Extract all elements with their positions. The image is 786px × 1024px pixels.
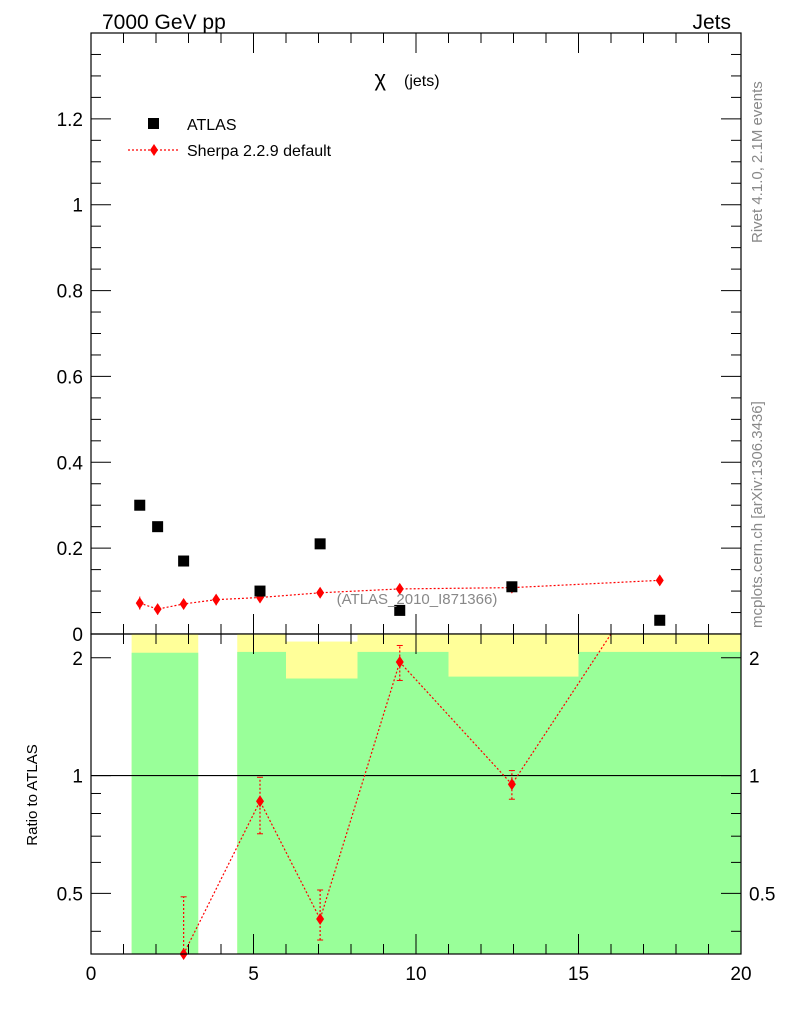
ratio-y-tick-label-left: 1	[72, 767, 83, 788]
ratio-plot-area	[91, 633, 741, 960]
mc-point	[135, 597, 144, 610]
mcplots-label: mcplots.cern.ch [arXiv:1306.3436]	[749, 401, 766, 628]
mc-point	[316, 586, 325, 599]
x-tick-label: 15	[568, 964, 589, 985]
y-tick-label: 0.2	[57, 539, 83, 560]
mc-point	[179, 597, 188, 610]
x-tick-label: 5	[248, 964, 259, 985]
ratio-ylabel: Ratio to ATLAS	[24, 744, 41, 845]
uncertainty-band-inner	[448, 676, 579, 954]
mc-point	[153, 603, 162, 616]
atlas-point	[134, 499, 146, 511]
ratio-panel: 0.5 0.5 1 1 2 2 0 5 10 15 20 Ratio to ATLAS	[24, 633, 775, 985]
atlas-point	[394, 604, 406, 616]
ratio-point	[256, 795, 264, 808]
x-tick-label: 0	[86, 964, 97, 985]
uncertainty-band-inner	[286, 678, 358, 954]
y-tick-label: 1	[72, 196, 83, 217]
ratio-point	[316, 913, 325, 926]
y-tick-label: 0	[72, 625, 83, 646]
mc-point	[212, 593, 221, 606]
atlas-point	[254, 585, 266, 597]
legend-mc-label: Sherpa 2.2.9 default	[187, 143, 332, 160]
ratio-y-tick-label-right: 0.5	[749, 884, 775, 905]
rivet-label: Rivet 4.1.0, 2.1M events	[749, 81, 766, 243]
y-tick-label: 0.8	[57, 282, 83, 303]
x-tick-label: 20	[730, 964, 751, 985]
ratio-y-tick-label-right: 1	[749, 767, 760, 788]
uncertainty-band-inner	[578, 651, 741, 954]
x-axis: 0 5 10 15 20	[86, 634, 752, 985]
legend-atlas-marker	[148, 118, 159, 129]
mc-point	[395, 582, 404, 595]
atlas-point	[506, 581, 518, 593]
y-tick-label: 1.2	[57, 110, 83, 131]
header-right: Jets	[692, 11, 731, 34]
ratio-point	[395, 656, 404, 669]
atlas-point	[152, 521, 164, 533]
ratio-point	[507, 778, 516, 791]
x-tick-label: 10	[405, 964, 426, 985]
y-tick-label: 0.6	[57, 367, 83, 388]
legend-atlas-label: ATLAS	[187, 117, 237, 134]
main-plot-area	[134, 499, 666, 626]
chart-title-symbol: χ	[374, 66, 386, 91]
ratio-mc-line	[183, 633, 612, 955]
main-panel: 0 0.2 0.4 0.6 0.8 1 1.2 χ (jets) (ATLAS_2010_I…	[57, 32, 742, 646]
chart-title-suffix: (jets)	[404, 73, 440, 90]
uncertainty-band-inner	[131, 652, 199, 954]
header-left: 7000 GeV pp	[102, 11, 226, 34]
atlas-point	[654, 614, 666, 626]
ratio-y-axis: 0.5 0.5 1 1 2 2	[57, 649, 775, 932]
legend: ATLAS Sherpa 2.2.9 default	[128, 117, 332, 160]
ratio-y-tick-label-left: 2	[72, 649, 83, 670]
ratio-y-tick-label-right: 2	[749, 649, 760, 670]
atlas-point	[178, 555, 190, 567]
watermark: (ATLAS_2010_I871366)	[337, 591, 498, 608]
ratio-y-tick-label-left: 0.5	[57, 884, 83, 905]
main-y-axis: 0 0.2 0.4 0.6 0.8 1 1.2	[57, 33, 742, 646]
y-tick-label: 0.4	[57, 453, 84, 474]
mc-point	[655, 574, 664, 587]
legend-mc-marker	[150, 144, 158, 156]
atlas-point	[314, 538, 326, 550]
uncertainty-band-inner	[357, 651, 449, 954]
mc-line	[139, 579, 660, 610]
